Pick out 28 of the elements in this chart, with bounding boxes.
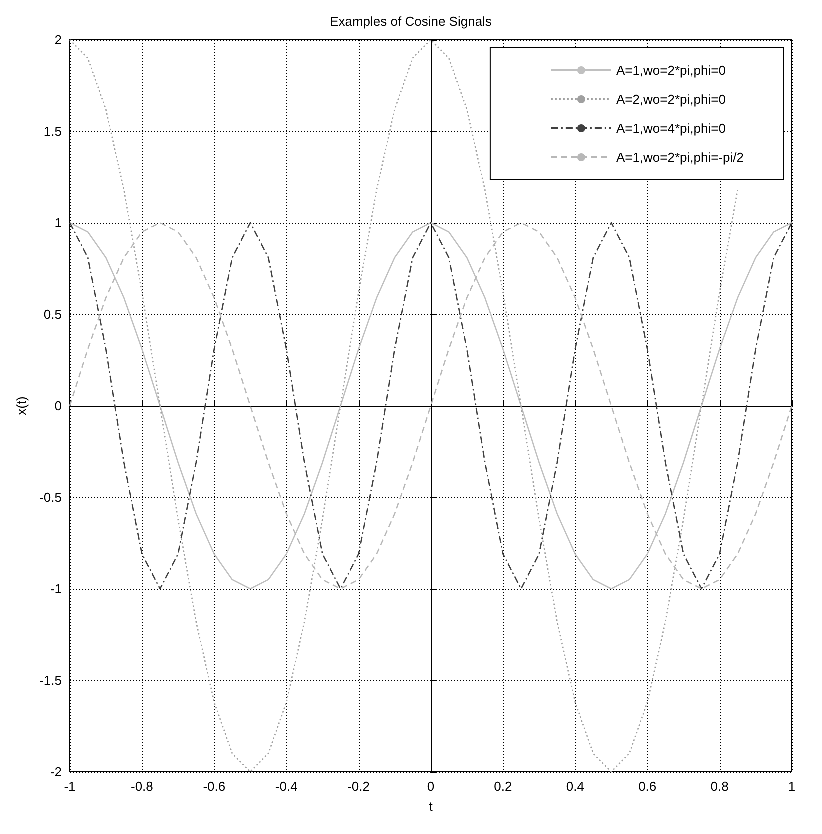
y-tick-label: 0 [54,398,62,414]
x-tick-label: 0.4 [566,779,584,794]
y-tick-label: -0.5 [40,490,62,505]
x-tick-label: 0.6 [638,779,657,794]
x-tick-label: -0.2 [348,779,370,794]
x-tick-label: 0.2 [494,779,512,794]
x-tick-label: -0.6 [203,779,226,794]
x-tick-label: -1 [64,779,76,794]
y-tick-label: -1 [50,582,62,596]
x-tick-label: -0.8 [130,779,154,794]
y-tick-label: 2 [54,32,62,48]
x-tick-label: -0.4 [275,779,298,794]
y-tick-label: 1 [54,216,62,230]
x-tick-label: 1 [788,779,796,794]
legend-label: A=1,wo=4*pi,phi=0 [616,121,726,136]
y-tick-label: 0.5 [44,307,62,322]
y-tick-label: -2 [50,764,62,780]
legend-label: A=1,wo=2*pi,phi=0 [616,63,726,78]
chart-title: Examples of Cosine Signals [330,14,492,29]
legend-label: A=2,wo=2*pi,phi=0 [616,92,726,107]
x-axis-title: t [429,799,434,814]
y-tick-label: -1.5 [40,673,62,688]
line-series [69,222,793,590]
x-tick-label: 0.8 [710,779,729,794]
legend-label: A=1,wo=2*pi,phi=-pi/2 [616,150,744,165]
y-tick-label: 1.5 [44,124,62,139]
y-axis-title: x(t) [14,396,29,416]
x-tick-label: 0 [427,779,435,794]
